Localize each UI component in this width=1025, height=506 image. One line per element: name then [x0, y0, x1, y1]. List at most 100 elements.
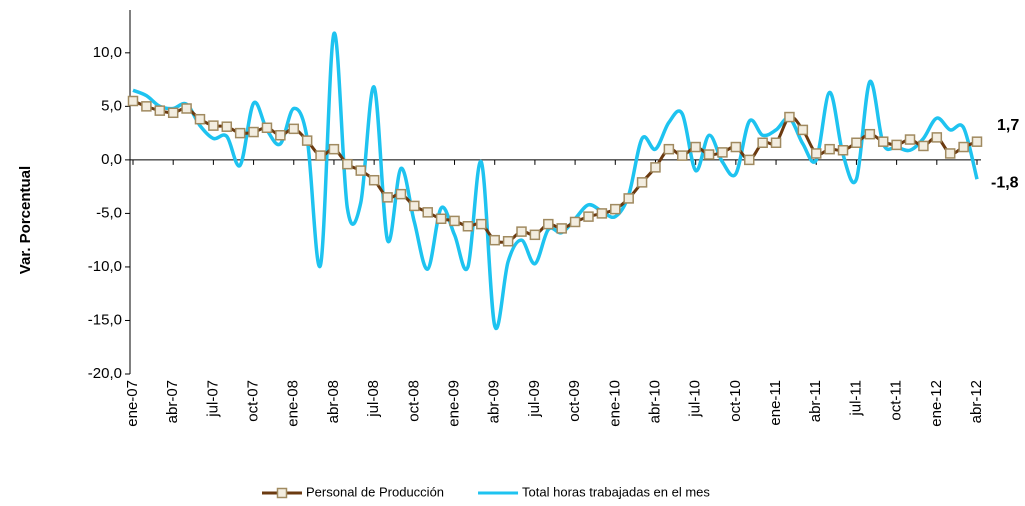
marker: [904, 134, 916, 145]
x-tick-label: abr-08: [325, 380, 342, 423]
marker: [958, 141, 969, 153]
marker: [663, 143, 675, 155]
marker: [556, 223, 567, 234]
x-tick-label: ene-08: [285, 380, 302, 427]
x-tick-label: abr-07: [164, 380, 181, 423]
y-tick-label: 0,0: [101, 151, 122, 168]
marker: [194, 113, 206, 125]
x-tick-label: oct-10: [727, 380, 744, 422]
marker: [810, 148, 822, 159]
marker: [610, 203, 621, 215]
marker: [877, 136, 889, 147]
x-tick-label: oct-09: [566, 380, 583, 422]
marker: [690, 141, 701, 153]
marker: [516, 226, 527, 237]
marker: [301, 135, 313, 146]
marker: [382, 192, 393, 203]
marker: [368, 174, 380, 186]
marker: [261, 122, 273, 134]
marker: [677, 150, 688, 161]
marker: [328, 143, 340, 155]
marker: [944, 148, 956, 159]
marker: [275, 130, 286, 141]
marker: [409, 200, 420, 212]
y-tick-label: -10,0: [88, 258, 122, 275]
marker: [315, 150, 326, 161]
x-tick-label: jul-10: [687, 380, 704, 418]
marker: [569, 216, 581, 228]
data-label: 1,7: [997, 117, 1019, 134]
marker: [623, 193, 634, 204]
marker: [248, 126, 259, 138]
marker: [449, 215, 460, 227]
y-tick-label: 5,0: [101, 97, 122, 114]
marker: [730, 141, 742, 153]
x-tick-label: ene-10: [606, 380, 623, 427]
marker: [355, 165, 366, 176]
x-tick-label: abr-10: [646, 380, 663, 423]
marker: [435, 213, 447, 225]
x-tick-label: ene-12: [928, 380, 945, 427]
y-axis-title: Var. Porcentual: [17, 166, 34, 274]
marker: [141, 101, 152, 112]
marker: [717, 147, 728, 158]
marker: [154, 105, 166, 116]
marker: [770, 137, 782, 149]
marker: [703, 149, 715, 160]
marker: [971, 136, 983, 147]
marker: [784, 111, 795, 123]
series-line: [132, 99, 978, 244]
marker: [583, 211, 594, 222]
marker: [851, 137, 862, 149]
marker: [636, 177, 648, 188]
marker: [221, 121, 233, 132]
marker: [181, 103, 192, 114]
marker: [234, 127, 246, 139]
x-tick-label: jul-09: [526, 380, 543, 418]
x-tick-label: jul-08: [365, 380, 382, 418]
marker: [422, 207, 433, 218]
x-tick-label: abr-09: [486, 380, 503, 423]
marker: [208, 120, 219, 131]
data-label: -1,8: [991, 174, 1019, 191]
marker: [837, 144, 849, 156]
x-tick-label: ene-11: [767, 380, 784, 426]
y-tick-label: -5,0: [96, 204, 122, 221]
x-tick-label: abr-12: [968, 380, 985, 423]
y-tick-label: 10,0: [93, 44, 122, 61]
marker: [744, 154, 755, 166]
marker: [489, 234, 500, 246]
x-tick-label: jul-11: [847, 380, 864, 417]
y-tick-label: -20,0: [88, 365, 122, 382]
x-tick-label: oct-08: [405, 380, 422, 422]
marker: [288, 123, 300, 135]
marker: [342, 158, 353, 170]
marker: [757, 137, 768, 149]
marker: [395, 188, 407, 200]
marker: [918, 140, 929, 152]
marker: [596, 208, 608, 219]
legend-label: Personal de Producción: [306, 484, 444, 499]
marker: [529, 229, 541, 241]
marker: [891, 139, 902, 151]
x-tick-label: ene-07: [124, 380, 141, 427]
marker: [543, 218, 554, 230]
x-tick-label: abr-11: [807, 380, 824, 422]
marker: [931, 132, 943, 143]
legend-label: Total horas trabajadas en el mes: [522, 484, 710, 499]
x-tick-label: oct-11: [888, 380, 905, 421]
marker: [797, 124, 809, 136]
x-tick-label: jul-07: [204, 380, 221, 418]
marker: [127, 95, 139, 107]
x-tick-label: ene-09: [445, 380, 462, 427]
y-tick-label: -15,0: [88, 311, 122, 328]
x-tick-label: oct-07: [245, 380, 262, 422]
marker: [502, 235, 514, 247]
marker: [462, 221, 474, 232]
marker: [824, 143, 835, 155]
series-line: [132, 31, 979, 331]
marker: [476, 218, 487, 230]
marker: [650, 162, 661, 173]
